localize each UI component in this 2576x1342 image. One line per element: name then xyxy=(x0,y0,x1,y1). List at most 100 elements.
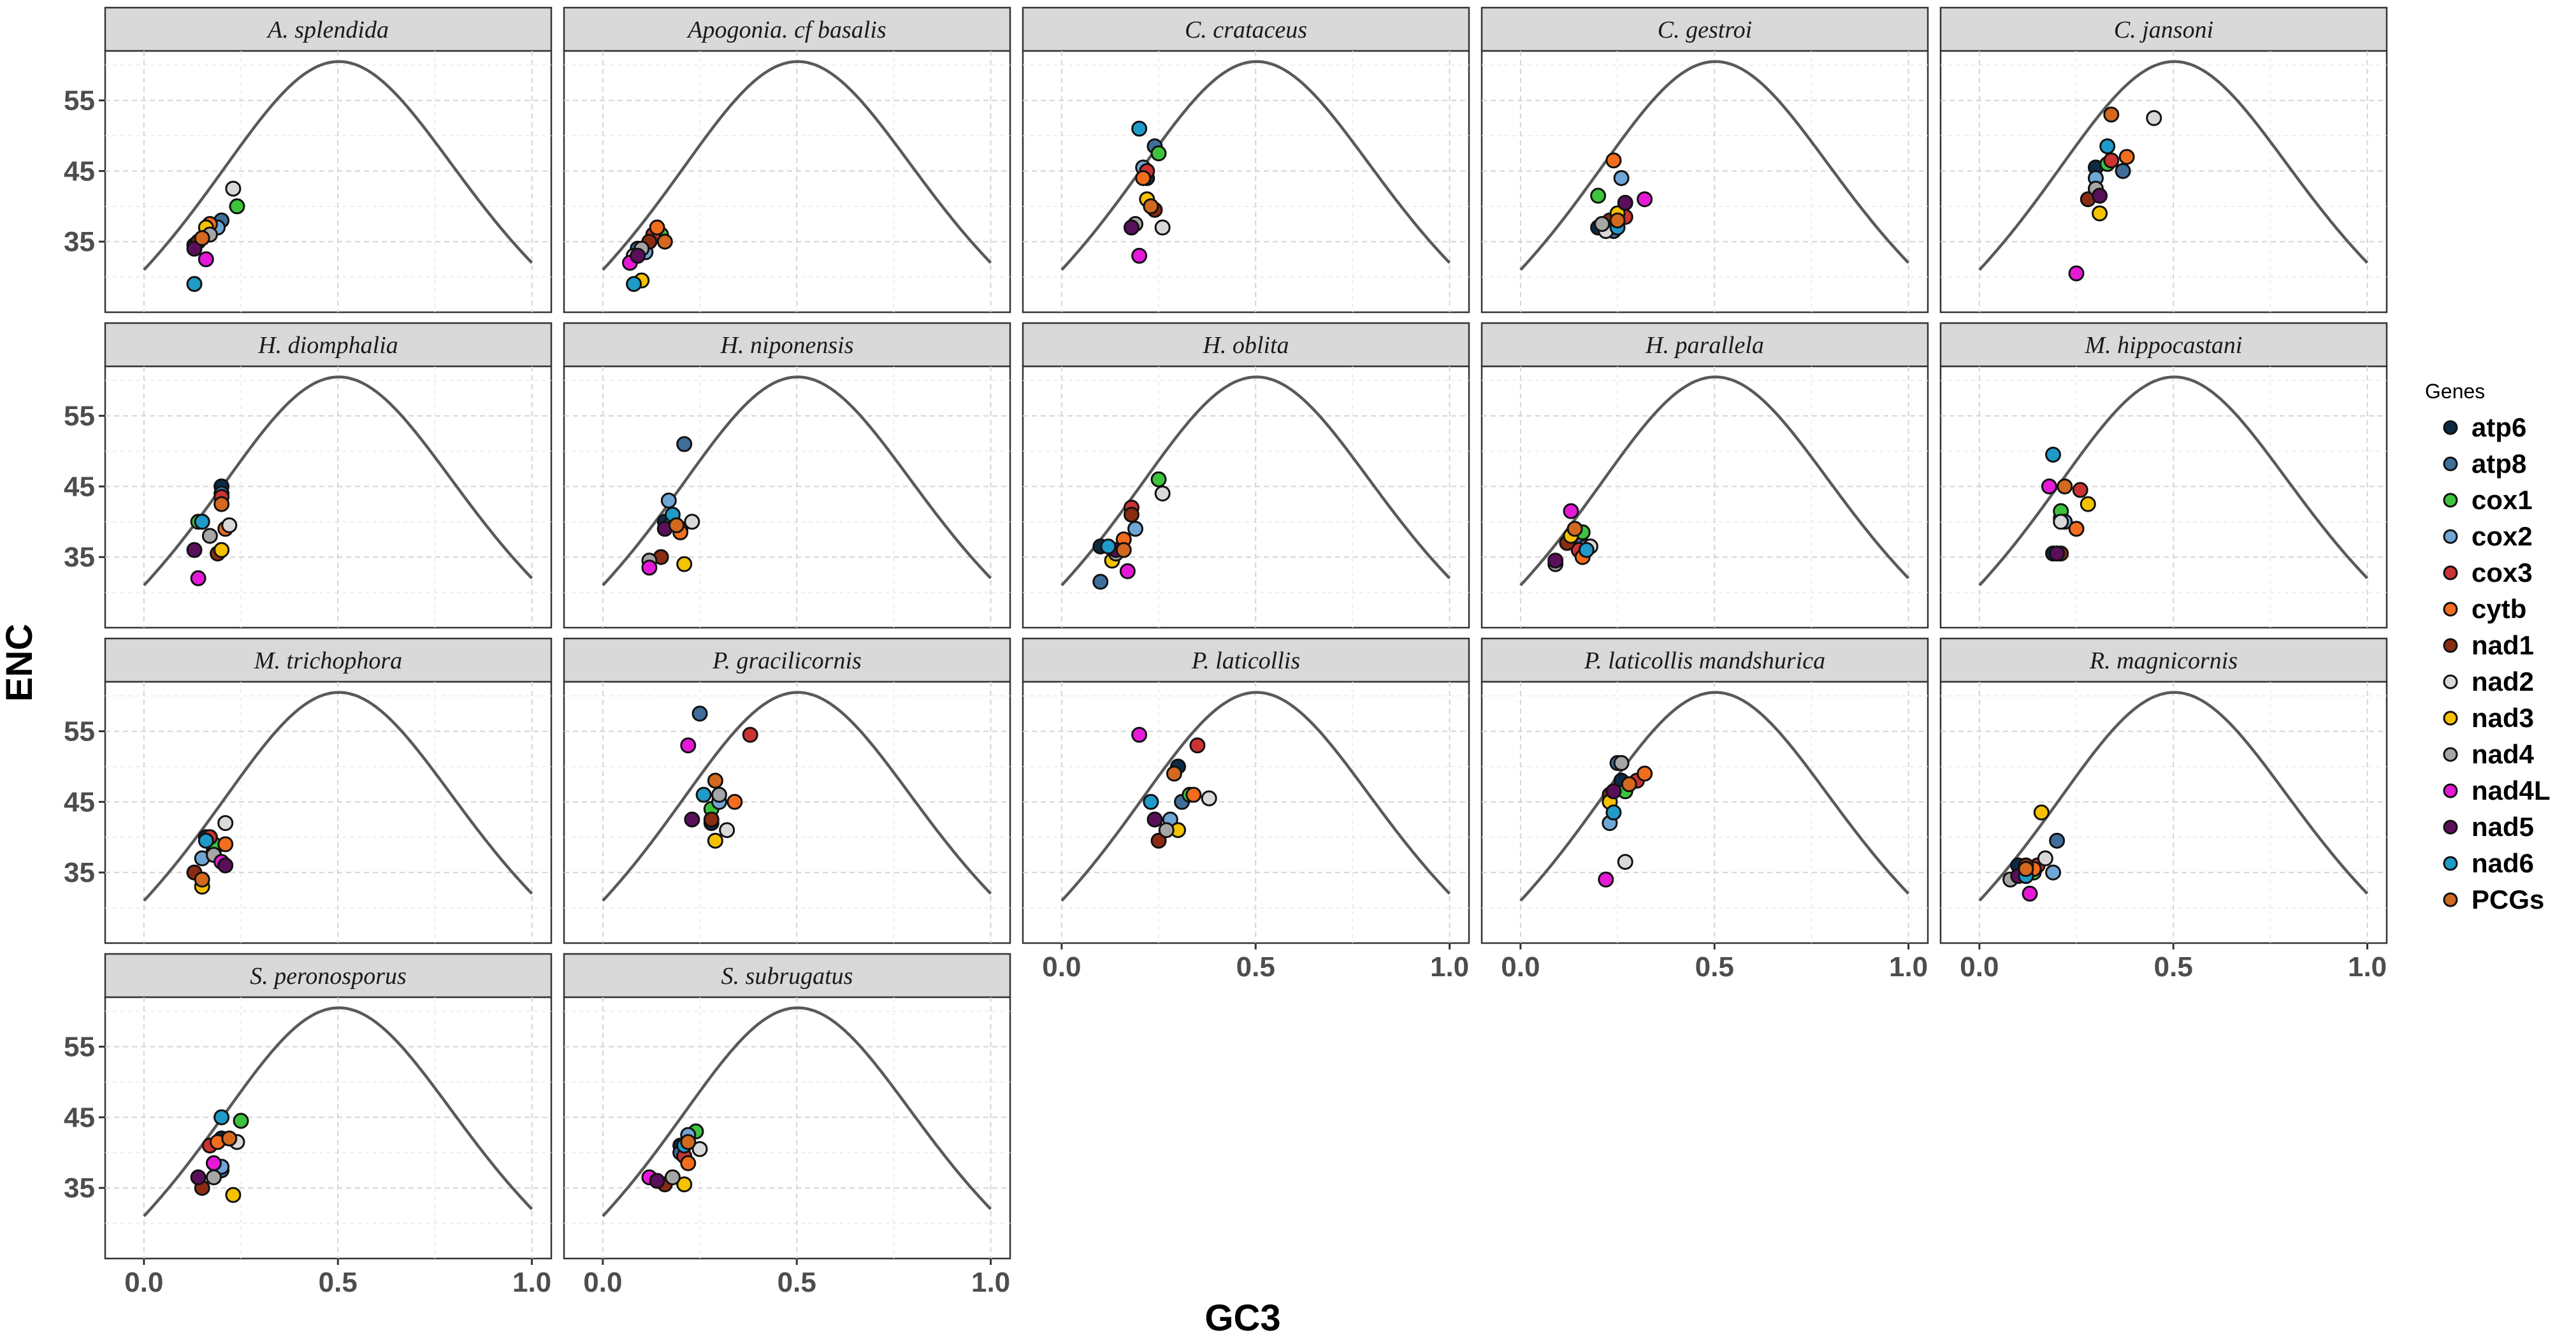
data-point-pcgs xyxy=(1166,765,1182,782)
expected-enc-curve xyxy=(1978,375,2369,587)
data-point-nad5 xyxy=(186,542,203,558)
data-point-nad2 xyxy=(1617,854,1633,870)
facet-panel: H. oblita xyxy=(1022,322,1470,629)
data-point-cytb xyxy=(217,836,234,853)
legend-label: cox2 xyxy=(2471,521,2533,551)
facet-panel: C. jansoni xyxy=(1939,6,2388,314)
facet-strip xyxy=(104,322,553,368)
legend-item-nad6: nad6 xyxy=(2443,848,2534,878)
data-point-pcgs xyxy=(1621,776,1637,793)
y-axis-title: ENC xyxy=(0,624,40,702)
legend-item-nad4: nad4 xyxy=(2443,739,2535,769)
data-point-nad4 xyxy=(201,528,218,544)
facet-title: P. laticollis mandshurica xyxy=(1584,647,1825,674)
data-point-nad2 xyxy=(684,514,700,530)
data-point-nad5 xyxy=(217,857,234,874)
facet-strip xyxy=(1022,637,1470,683)
legend-swatch xyxy=(2443,856,2458,871)
legend-item-nad2: nad2 xyxy=(2443,667,2534,696)
data-point-cox1 xyxy=(233,1113,249,1129)
data-point-cox1 xyxy=(229,198,245,215)
legend-label: nad4L xyxy=(2471,776,2551,805)
facet-title: C. crataceus xyxy=(1185,17,1307,43)
legend: Genes atp6 atp8 cox1 cox2 cox3 cytb nad1 nad2 na… xyxy=(2425,380,2551,914)
data-point-nad4l xyxy=(2022,885,2038,902)
facet-strip xyxy=(1939,322,2388,368)
data-point-nad6 xyxy=(213,1109,230,1125)
plot-area xyxy=(1480,365,1929,629)
x-tick-label: 0.0 xyxy=(1960,951,1999,983)
facet-strip xyxy=(1022,322,1470,368)
expected-enc-curve xyxy=(1519,691,1910,902)
data-point-nad5 xyxy=(1123,219,1140,236)
data-point-pcgs xyxy=(1609,212,1626,229)
data-point-nad3 xyxy=(676,1176,693,1193)
plot-area xyxy=(1939,50,2388,314)
data-point-nad4 xyxy=(664,1169,681,1186)
facet-title: M. trichophora xyxy=(254,647,402,674)
data-point-nad2 xyxy=(1154,485,1171,501)
legend-swatch xyxy=(2443,420,2458,435)
data-point-cytb xyxy=(1135,170,1152,186)
legend-label: nad1 xyxy=(2471,630,2534,660)
y-tick-label: 55 xyxy=(64,716,95,747)
plot-area xyxy=(1480,50,1929,314)
data-point-nad6 xyxy=(186,276,203,292)
data-point-pcgs xyxy=(2103,106,2120,123)
expected-enc-curve xyxy=(602,60,992,271)
plot-area xyxy=(563,50,1011,314)
facet-panel: P. gracilicornis xyxy=(563,637,1011,944)
data-point-nad6 xyxy=(1100,538,1117,555)
data-point-nad4l xyxy=(1131,726,1148,743)
data-point-nad6 xyxy=(1578,542,1595,558)
data-point-nad1 xyxy=(703,811,720,828)
legend-swatch xyxy=(2443,529,2458,544)
data-point-cytb xyxy=(727,793,743,810)
facet-title: A. splendida xyxy=(266,17,389,43)
facet-title: M. hippocastani xyxy=(2085,332,2243,359)
expected-enc-curve xyxy=(602,1006,992,1218)
y-axis-layer: 35 45 55 35 45 55 35 45 55 35 45 55 xyxy=(64,85,105,1204)
data-point-nad5 xyxy=(1617,194,1633,211)
data-point-pcgs xyxy=(707,772,723,789)
data-point-cytb xyxy=(1605,152,1622,169)
facet-title: H. niponensis xyxy=(720,332,854,359)
expected-enc-curve xyxy=(1978,60,2369,271)
expected-enc-curve xyxy=(143,60,533,271)
data-point-nad4l xyxy=(641,559,658,576)
data-point-cox1 xyxy=(1150,471,1167,487)
data-point-nad6 xyxy=(626,276,642,292)
facet-panel: H. diomphalia xyxy=(104,322,553,629)
data-point-pcgs xyxy=(680,1134,697,1150)
data-point-nad5 xyxy=(1147,811,1163,828)
data-point-nad3 xyxy=(2092,205,2108,222)
data-point-cox3 xyxy=(1189,737,1206,754)
plot-area xyxy=(1480,681,1929,944)
x-axis-title: GC3 xyxy=(1205,1297,1280,1339)
legend-item-nad3: nad3 xyxy=(2443,703,2534,733)
legend-label: PCGs xyxy=(2471,884,2544,914)
data-point-nad5 xyxy=(1547,552,1564,569)
facet-strip xyxy=(1022,6,1470,52)
plot-area xyxy=(563,681,1011,944)
y-tick-label: 45 xyxy=(64,471,95,502)
data-point-nad2 xyxy=(691,1141,708,1157)
data-point-cytb xyxy=(2068,521,2085,537)
data-point-pcgs xyxy=(2018,861,2034,877)
legend-label: cytb xyxy=(2471,594,2526,624)
data-point-atp8 xyxy=(1092,574,1109,590)
legend-item-cytb: cytb xyxy=(2443,594,2526,624)
legend-label: atp8 xyxy=(2471,449,2526,479)
legend-item-nad1: nad1 xyxy=(2443,630,2534,660)
data-point-nad4l xyxy=(2068,265,2085,282)
facet-strip xyxy=(1480,637,1929,683)
data-point-nad2 xyxy=(1201,790,1217,807)
facet-panel: R. magnicornis xyxy=(1939,637,2388,944)
facet-panels: A. splendida Apogonia. cf basalis C. crata… xyxy=(104,6,2388,1260)
x-tick-label: 1.0 xyxy=(1889,951,1928,983)
facet-panel: C. gestroi xyxy=(1480,6,1929,314)
facet-panel: P. laticollis xyxy=(1022,637,1470,944)
plot-area xyxy=(563,365,1011,629)
data-point-nad5 xyxy=(684,811,700,828)
